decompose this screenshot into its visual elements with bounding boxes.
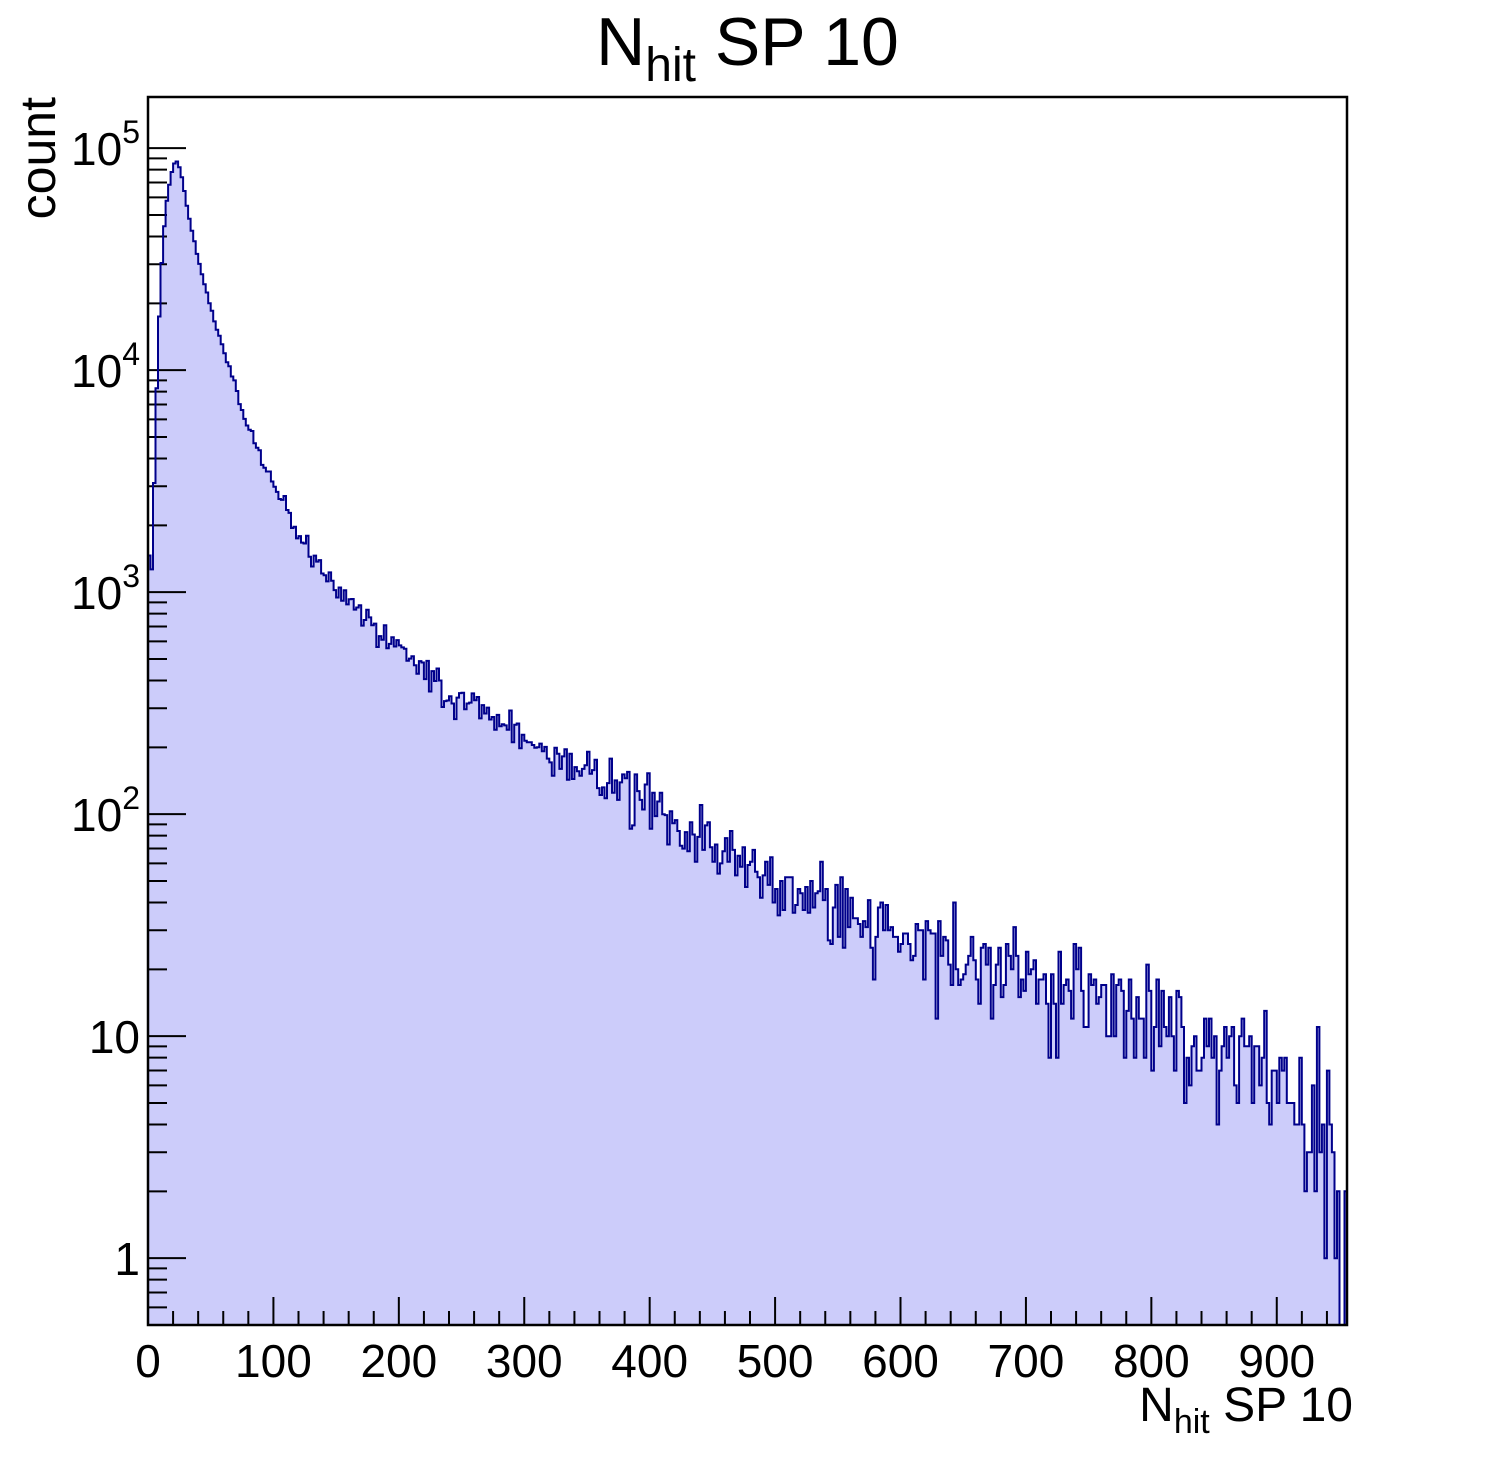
- x-axis-title-subscript: hit: [1173, 1403, 1210, 1441]
- y-tick-label: 102: [71, 780, 140, 841]
- chart-title: Nhit SP 10: [148, 4, 1347, 90]
- x-tick-label: 200: [360, 1335, 437, 1387]
- chart-title-subscript: hit: [645, 39, 696, 92]
- y-tick-label: 1: [114, 1233, 140, 1285]
- x-axis-title-suffix: SP 10: [1209, 1379, 1353, 1432]
- axis-ticks: [147, 147, 1328, 1325]
- y-tick-label: 10: [89, 1011, 140, 1063]
- y-tick-label: 104: [71, 336, 140, 397]
- x-tick-label: 700: [988, 1335, 1065, 1387]
- x-tick-label: 300: [486, 1335, 563, 1387]
- x-tick-label: 900: [1238, 1335, 1315, 1387]
- y-tick-label: 105: [71, 114, 140, 175]
- histogram-outline: [147, 160, 1348, 1326]
- x-axis-title: Nhit SP 10: [1139, 1379, 1353, 1440]
- x-tick-label: 600: [862, 1335, 939, 1387]
- x-tick-label: 500: [737, 1335, 814, 1387]
- plot-frame: [146, 95, 1349, 1327]
- x-tick-label: 0: [135, 1335, 161, 1387]
- y-axis-title: count: [10, 97, 66, 220]
- axis-labels: 0 100 200 300 400 500 600 700 800 900 1 10 102 103 104…: [71, 114, 1315, 1387]
- chart-title-suffix: SP 10: [695, 4, 899, 80]
- x-tick-label: 100: [235, 1335, 312, 1387]
- histogram-fill: [148, 161, 1347, 1325]
- x-axis-title-prefix: N: [1139, 1379, 1174, 1432]
- x-tick-label: 800: [1113, 1335, 1190, 1387]
- y-tick-label: 103: [71, 558, 140, 619]
- chart-title-prefix: N: [596, 4, 646, 80]
- x-tick-label: 400: [611, 1335, 688, 1387]
